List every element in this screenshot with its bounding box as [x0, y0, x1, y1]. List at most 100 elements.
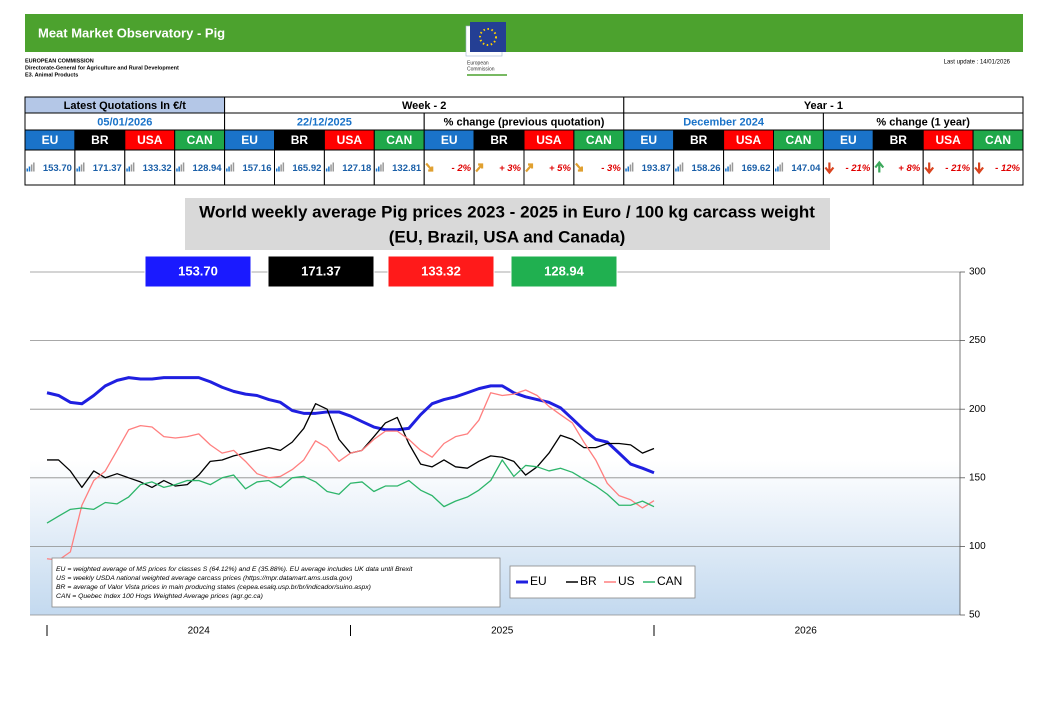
country-label: EU	[840, 133, 857, 147]
y-tick-label: 100	[969, 541, 986, 552]
notes-box	[51, 557, 501, 608]
country-label: EU	[441, 133, 458, 147]
trend-icon	[824, 162, 835, 175]
bar-icon	[727, 166, 729, 172]
subgroup-label: 22/12/2025	[297, 116, 352, 128]
price-value: 193.87	[642, 163, 671, 174]
country-label: USA	[536, 133, 562, 147]
price-value: 127.18	[342, 163, 371, 174]
bar-icon	[182, 162, 185, 172]
value-box	[144, 255, 252, 288]
value-box-label: 153.70	[178, 263, 218, 278]
note: BR = average of Valor Vista prices in ma…	[56, 584, 371, 591]
trend-icon	[425, 162, 434, 172]
value-box	[510, 255, 618, 288]
country-label: EU	[42, 133, 59, 147]
country-label: CAN	[187, 133, 213, 147]
bar-icon	[78, 166, 81, 172]
pct-change: + 5%	[549, 163, 571, 174]
bar-icon	[176, 168, 178, 172]
subgroup-label: % change (previous quotation)	[444, 116, 605, 128]
last-update: Last update : 14/01/2026	[944, 60, 1011, 66]
bar-icon	[382, 162, 384, 172]
bar-icon	[779, 164, 781, 172]
bar-icon	[33, 162, 35, 172]
group-label: Week - 2	[402, 100, 446, 112]
y-tick-label: 50	[969, 610, 981, 621]
bar-icon	[230, 164, 232, 172]
bar-icon	[781, 162, 784, 172]
org-line: EUROPEAN COMMISSION	[25, 58, 94, 64]
bar-icon	[276, 168, 278, 172]
bar-icon	[328, 166, 330, 172]
bar-icon	[375, 168, 378, 172]
bar-icon	[180, 164, 183, 172]
trend-icon	[874, 160, 885, 173]
country-label: USA	[137, 133, 163, 147]
value-cell	[972, 149, 1024, 186]
title-box	[185, 198, 830, 250]
bar-icon	[132, 162, 135, 172]
bar-icon	[76, 168, 78, 172]
bar-icon	[627, 166, 629, 172]
pct-change: - 12%	[995, 163, 1020, 174]
x-tick-label: 2024	[188, 626, 211, 637]
bar-icon	[731, 162, 734, 172]
logo	[465, 22, 507, 76]
value-box	[387, 255, 495, 288]
value-box-label: 133.32	[421, 263, 461, 278]
subgroup-label: 05/01/2026	[97, 116, 152, 128]
x-tick-label: 2025	[491, 626, 514, 637]
pct-change: - 21%	[945, 163, 970, 174]
bar-icon	[130, 164, 133, 172]
value-box	[267, 255, 375, 288]
value-cell	[822, 149, 874, 186]
country-label: BR	[91, 133, 109, 147]
price-value: 128.94	[193, 163, 223, 174]
value-cell	[872, 149, 924, 186]
legend-label: BR	[580, 574, 597, 588]
bar-icon	[677, 166, 679, 172]
bar-icon	[631, 162, 634, 172]
subgroup-label: December 2024	[683, 116, 765, 128]
bar-icon	[83, 162, 85, 172]
bar-icon	[280, 164, 282, 172]
note: US = weekly USDA national weighted avera…	[56, 575, 352, 582]
price-value: 133.32	[143, 163, 172, 174]
price-value: 157.16	[242, 163, 271, 174]
chart-title: World weekly average Pig prices 2023 - 2…	[199, 202, 815, 221]
bar-icon	[232, 162, 235, 172]
pct-change: - 2%	[452, 163, 472, 174]
bar-icon	[378, 166, 380, 172]
price-value: 158.26	[692, 163, 721, 174]
bar-icon	[775, 168, 777, 172]
bar-icon	[625, 168, 627, 172]
bar-icon	[332, 162, 334, 172]
bar-icon	[282, 162, 285, 172]
chart-subtitle: (EU, Brazil, USA and Canada)	[389, 227, 625, 246]
page-title: Meat Market Observatory - Pig	[38, 25, 225, 40]
bar-icon	[330, 164, 332, 172]
series-line	[46, 376, 655, 475]
y-tick-label: 250	[969, 335, 986, 346]
price-value: 132.81	[392, 163, 422, 174]
bar-icon	[126, 168, 128, 172]
pct-change: - 3%	[601, 163, 621, 174]
country-label: USA	[736, 133, 762, 147]
country-label: EU	[640, 133, 657, 147]
bar-icon	[729, 164, 731, 172]
note: CAN = Quebec Index 100 Hogs Weighted Ave…	[56, 593, 263, 600]
bar-icon	[228, 166, 230, 172]
country-label: USA	[935, 133, 961, 147]
bar-icon	[26, 168, 28, 172]
org-line: E3. Animal Products	[25, 72, 78, 78]
bar-icon	[128, 166, 130, 172]
trend-icon	[974, 162, 984, 175]
plot: 50 100 150 200 250 300 2024 2025 2026 153.70 171.3…	[30, 255, 986, 637]
bar-icon	[675, 168, 677, 172]
value-box-label: 128.94	[544, 263, 585, 278]
country-label: EU	[241, 133, 258, 147]
quotation-table: Latest Quotations In €/t Week - 2 Year - 1…	[24, 96, 1024, 186]
